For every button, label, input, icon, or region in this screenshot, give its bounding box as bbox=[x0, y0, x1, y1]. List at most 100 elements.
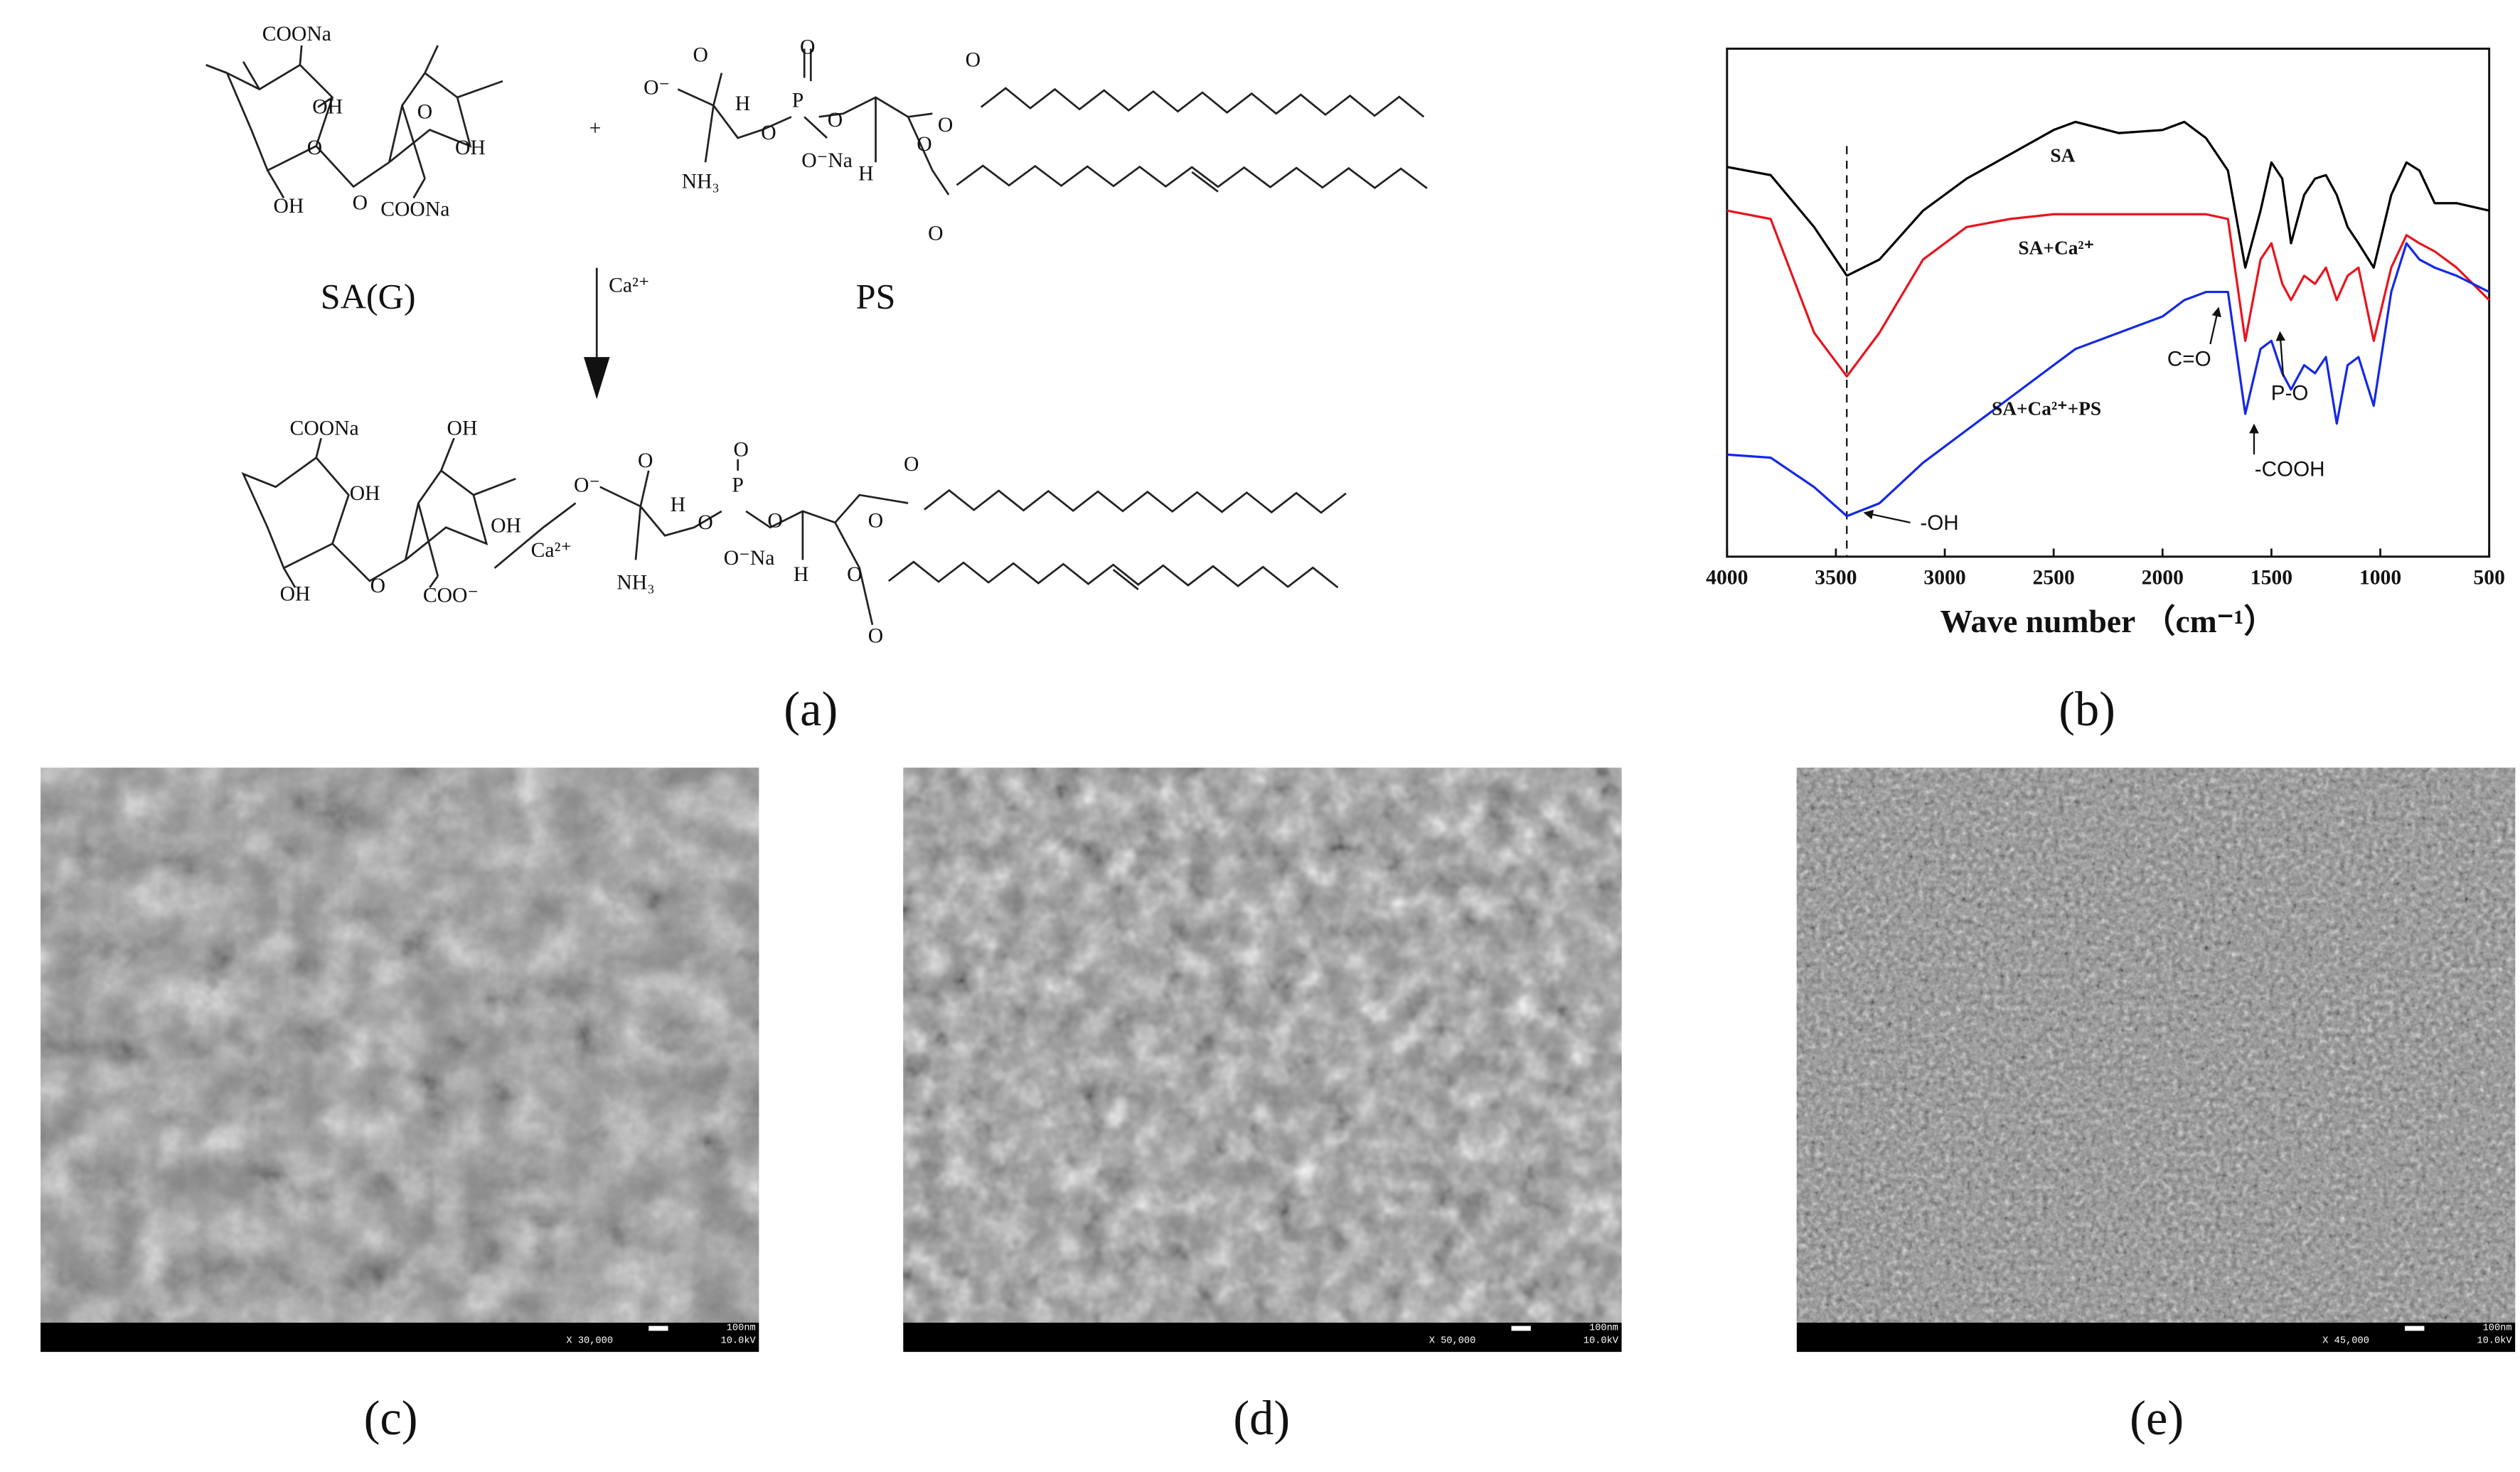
structure-label: PS bbox=[856, 277, 896, 316]
sem-texture bbox=[1796, 767, 2516, 1323]
structure-label: COONa bbox=[380, 198, 449, 220]
panel-label: (d) bbox=[1233, 1391, 1290, 1445]
structure-label: H bbox=[858, 162, 873, 185]
x-tick-label: 2500 bbox=[2033, 567, 2075, 590]
ps-bonds bbox=[677, 48, 950, 196]
structure-label: Ca²⁺ bbox=[609, 274, 649, 297]
sem-texture bbox=[41, 767, 759, 1323]
scale-bar-label: 100nm bbox=[727, 1323, 756, 1333]
scale-bar-label: 100nm bbox=[2483, 1323, 2512, 1333]
sem-texture bbox=[903, 767, 1622, 1323]
structure-label: O bbox=[370, 575, 385, 597]
magnification: X 50,000 bbox=[1429, 1336, 1476, 1347]
structure-label: O bbox=[828, 109, 843, 132]
sem-info-bar bbox=[41, 1323, 759, 1353]
structure-label: OH bbox=[274, 195, 304, 218]
voltage: 10.0kV bbox=[2477, 1336, 2512, 1347]
chemical-scheme bbox=[205, 45, 1428, 625]
voltage: 10.0kV bbox=[721, 1336, 757, 1347]
annotation-arrow bbox=[2275, 331, 2286, 377]
annotation: C=O bbox=[2167, 347, 2211, 370]
structure-label: O bbox=[417, 101, 432, 124]
annotation: P-O bbox=[2271, 381, 2309, 405]
structure-label: O bbox=[698, 511, 712, 534]
sem-info-bar bbox=[1796, 1323, 2516, 1353]
structure-label: O bbox=[353, 191, 368, 214]
structure-label: OH bbox=[312, 96, 343, 119]
arrowhead bbox=[584, 357, 610, 400]
structure-label: O⁻ bbox=[574, 474, 600, 496]
scale-bar bbox=[648, 1326, 668, 1331]
panel-label: (b) bbox=[2059, 682, 2115, 736]
structure-label: H bbox=[794, 563, 808, 586]
ftir-chart: 4000 3500 3000 2500 2000 1500 1000 500 Wave numb… bbox=[1706, 47, 2505, 639]
sem-info-bar bbox=[903, 1323, 1622, 1353]
structure-label: O bbox=[868, 625, 883, 648]
x-tick-label: 1500 bbox=[2251, 567, 2292, 590]
annotation: -OH bbox=[1920, 511, 1958, 535]
structure-label: O bbox=[904, 453, 919, 476]
double-bond bbox=[1112, 568, 1139, 591]
structure-label: COONa bbox=[262, 23, 331, 46]
plot-frame bbox=[1726, 47, 2491, 558]
complex-bonds bbox=[241, 437, 909, 625]
sem-images: 100nm X 30,000 10.0kV 100nm X 50,000 10.0kV 10… bbox=[41, 767, 2516, 1353]
magnification: X 45,000 bbox=[2322, 1336, 2369, 1347]
scale-bar bbox=[1511, 1326, 1531, 1331]
panel-label: (c) bbox=[364, 1391, 418, 1445]
x-tick-label: 1000 bbox=[2359, 567, 2401, 590]
panel-label: (e) bbox=[2130, 1391, 2184, 1445]
structure-label: O⁻Na bbox=[801, 149, 853, 172]
sa-bonds bbox=[205, 45, 503, 199]
structure-label: O bbox=[638, 449, 653, 472]
series-label: SA bbox=[2050, 145, 2075, 166]
alkyl-chain bbox=[956, 164, 1428, 189]
structure-label: SA(G) bbox=[321, 277, 416, 316]
structure-label: O⁻ bbox=[644, 76, 670, 99]
structure-label: O bbox=[307, 137, 322, 159]
structure-label: Ca²⁺ bbox=[531, 539, 572, 562]
structure-label: O bbox=[800, 36, 815, 58]
structure-label: O bbox=[767, 510, 782, 533]
structure-label: COO⁻ bbox=[423, 585, 479, 607]
x-tick-label: 4000 bbox=[1706, 567, 1748, 590]
alkyl-chain bbox=[887, 560, 1339, 589]
series-label: SA+Ca²⁺ bbox=[2018, 238, 2094, 259]
alkyl-chain bbox=[980, 87, 1425, 118]
x-tick-label: 3500 bbox=[1815, 567, 1857, 590]
annotation-arrow bbox=[2209, 306, 2221, 345]
structure-label: H bbox=[671, 494, 685, 516]
x-tick-label: 2000 bbox=[2142, 567, 2184, 590]
structure-label: OH bbox=[280, 582, 311, 605]
structure-label: O bbox=[928, 223, 943, 245]
structure-label: OH bbox=[447, 417, 478, 440]
structure-label: OH bbox=[350, 482, 380, 505]
scale-bar-label: 100nm bbox=[1589, 1323, 1618, 1333]
x-tick-label: 3000 bbox=[1923, 567, 1965, 590]
structure-label: O bbox=[868, 510, 883, 533]
structure-label: O bbox=[917, 133, 931, 156]
structure-label: P bbox=[732, 474, 743, 496]
structure-label: OH bbox=[455, 137, 486, 159]
x-tick-label: 500 bbox=[2473, 567, 2504, 590]
series-label: SA+Ca²⁺+PS bbox=[1992, 398, 2101, 420]
magnification: X 30,000 bbox=[566, 1336, 613, 1347]
structure-label: + bbox=[589, 117, 602, 139]
voltage: 10.0kV bbox=[1584, 1336, 1619, 1347]
structure-label: NH₃ bbox=[682, 171, 720, 193]
spectrum-line bbox=[1726, 120, 2490, 277]
spectrum-line bbox=[1726, 242, 2490, 518]
structure-label: O bbox=[847, 563, 862, 586]
structure-label: O⁻Na bbox=[724, 547, 775, 570]
structure-label: O bbox=[966, 49, 981, 72]
scale-bar bbox=[2405, 1326, 2425, 1331]
x-axis-label: Wave number （cm⁻¹） bbox=[1940, 603, 2276, 639]
chains bbox=[887, 87, 1428, 591]
structure-label: P bbox=[792, 90, 803, 112]
alkyl-chain bbox=[924, 489, 1347, 514]
annotation: -COOH bbox=[2255, 458, 2325, 481]
structure-label: O bbox=[693, 44, 708, 67]
